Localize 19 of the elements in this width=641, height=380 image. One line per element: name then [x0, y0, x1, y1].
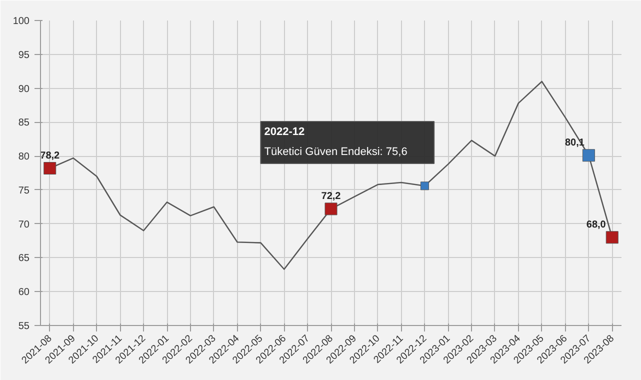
point [324, 202, 338, 216]
y-tick-label: 90 [18, 84, 30, 95]
annotation: Tüketici Güven Endeksi: 75,6 [264, 146, 408, 158]
data-label: 78,2 [40, 150, 60, 162]
point [606, 231, 618, 244]
y-tick-label: 70 [18, 219, 30, 230]
annotation: 2022-12 [264, 126, 305, 138]
y-tick-label: 95 [18, 50, 30, 61]
y-tick-label: 55 [18, 321, 30, 332]
data-label: 72,2 [321, 190, 342, 202]
point [582, 149, 595, 162]
point [44, 162, 56, 175]
data-label: 68,0 [586, 219, 606, 230]
y-tick-label: 65 [18, 253, 30, 264]
y-tick-label: 60 [18, 287, 30, 298]
y-tick-label: 100 [12, 16, 30, 27]
y-tick-label: 75 [18, 185, 30, 196]
y-tick-label: 85 [18, 118, 30, 129]
y-tick-label: 80 [18, 152, 30, 163]
